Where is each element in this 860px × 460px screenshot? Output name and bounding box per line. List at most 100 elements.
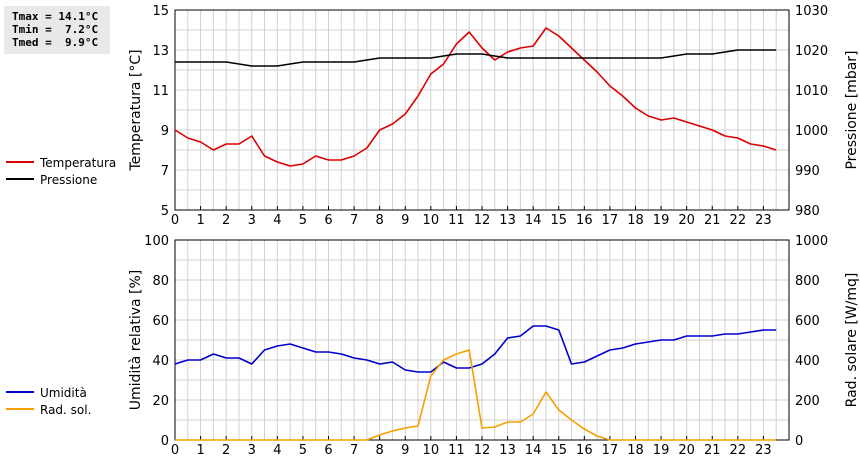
x-tick-label: 21 [704, 443, 721, 458]
series-line-pressione [175, 49, 777, 67]
x-tick-label: 4 [273, 213, 281, 228]
stat-tmax: Tmax = 14.1°C [12, 10, 99, 23]
y-tick-label-left: 40 [152, 354, 169, 369]
x-tick-label: 21 [704, 213, 721, 228]
legend-label-rad-sol: Rad. sol. [40, 403, 91, 417]
x-tick-label: 8 [376, 213, 384, 228]
series-lines [174, 325, 777, 441]
legend-label-temperatura: Temperatura [39, 156, 116, 170]
x-tick-label: 20 [678, 213, 695, 228]
y-tick-label-right: 400 [795, 354, 820, 369]
x-tick-label: 17 [602, 213, 619, 228]
x-tick-label: 3 [248, 213, 256, 228]
x-tick-label: 19 [653, 213, 670, 228]
y-tick-label-left: 100 [144, 234, 169, 249]
legend-bottom: Umidità Rad. sol. [6, 386, 91, 417]
y-tick-label-left: 11 [152, 84, 169, 99]
y-tick-label-left: 15 [152, 4, 169, 19]
x-tick-label: 9 [401, 443, 409, 458]
x-tick-label: 15 [550, 213, 567, 228]
x-tick-label: 23 [755, 443, 772, 458]
x-tick-label: 11 [448, 443, 465, 458]
y-tick-label-right: 1030 [795, 4, 828, 19]
x-tick-label: 7 [350, 443, 358, 458]
y-tick-label-left: 60 [152, 314, 169, 329]
y-tick-label-right: 200 [795, 394, 820, 409]
x-tick-label: 22 [730, 213, 747, 228]
legend-label-pressione: Pressione [40, 173, 97, 187]
y-tick-label-left: 0 [161, 434, 169, 449]
y-tick-label-right: 0 [795, 434, 803, 449]
grid [175, 240, 789, 440]
y-tick-label-left: 80 [152, 274, 169, 289]
y-tick-labels-left: 5 7 9 11 13 15 [152, 4, 169, 219]
y-tick-labels-right: 0 200 400 600 800 1000 [795, 234, 828, 449]
legend-label-umidita: Umidità [40, 386, 87, 400]
y-tick-label-right: 1000 [795, 234, 828, 249]
x-tick-label: 8 [376, 443, 384, 458]
series-line-temperatura [174, 27, 777, 167]
y-tick-label-right: 980 [795, 204, 820, 219]
x-tick-label: 11 [448, 213, 465, 228]
y-tick-labels-left: 0 20 40 60 80 100 [144, 234, 169, 449]
y-axis-label-left: Umidità relativa [%] [128, 270, 144, 411]
y-tick-label-right: 990 [795, 164, 820, 179]
x-tick-label: 0 [171, 213, 179, 228]
x-tick-label: 6 [324, 443, 332, 458]
x-tick-label: 13 [499, 443, 516, 458]
x-tick-label: 5 [299, 443, 307, 458]
x-tick-label: 16 [576, 213, 593, 228]
x-tick-label: 7 [350, 213, 358, 228]
x-tick-label: 16 [576, 443, 593, 458]
y-axis-label-right: Pressione [mbar] [844, 50, 860, 169]
x-tick-label: 20 [678, 443, 695, 458]
x-tick-label: 18 [627, 213, 644, 228]
x-tick-label: 14 [525, 443, 542, 458]
y-tick-label-right: 800 [795, 274, 820, 289]
x-tick-label: 4 [273, 443, 281, 458]
x-tick-label: 9 [401, 213, 409, 228]
x-tick-label: 12 [474, 443, 491, 458]
x-tick-label: 13 [499, 213, 516, 228]
x-tick-label: 3 [248, 443, 256, 458]
x-tick-label: 18 [627, 443, 644, 458]
y-tick-label-left: 5 [161, 204, 169, 219]
y-axis-label-left: Temperatura [°C] [128, 49, 144, 171]
x-tick-label: 6 [324, 213, 332, 228]
x-tick-label: 19 [653, 443, 670, 458]
chart-temperature-pressure: 0 1 2 3 4 5 6 7 8 9 10 11 12 13 14 15 16 17 18 19 20 21 22 23 5… [128, 4, 860, 228]
x-tick-label: 1 [196, 213, 204, 228]
x-tick-label: 1 [196, 443, 204, 458]
series-lines [174, 27, 777, 167]
series-line-rad-sol [175, 349, 777, 441]
x-tick-labels: 0 1 2 3 4 5 6 7 8 9 10 11 12 13 14 15 16 17 18 19 20 21 22 23 [171, 206, 772, 228]
legend-top: Temperatura Pressione [6, 156, 116, 187]
x-tick-label: 15 [550, 443, 567, 458]
x-tick-label: 22 [730, 443, 747, 458]
x-tick-labels: 0 1 2 3 4 5 6 7 8 9 10 11 12 13 14 15 16 17 18 19 20 21 22 23 [171, 436, 772, 458]
x-tick-label: 2 [222, 443, 230, 458]
y-tick-label-right: 1010 [795, 84, 828, 99]
x-tick-label: 10 [423, 443, 440, 458]
stat-tmed: Tmed = 9.9°C [12, 36, 99, 49]
grid [175, 10, 789, 210]
x-tick-label: 2 [222, 213, 230, 228]
series-line-umidita [174, 325, 777, 373]
x-tick-label: 5 [299, 213, 307, 228]
y-tick-labels-right: 980 990 1000 1010 1020 1030 [795, 4, 828, 219]
stats-box: Tmax = 14.1°C Tmin = 7.2°C Tmed = 9.9°C [4, 6, 110, 54]
x-tick-label: 23 [755, 213, 772, 228]
chart-humidity-radiation: 0 1 2 3 4 5 6 7 8 9 10 11 12 13 14 15 16 17 18 19 20 21 22 23 0… [128, 234, 860, 458]
y-tick-label-right: 1020 [795, 44, 828, 59]
x-tick-label: 17 [602, 443, 619, 458]
x-tick-label: 12 [474, 213, 491, 228]
x-tick-label: 10 [423, 213, 440, 228]
x-tick-label: 0 [171, 443, 179, 458]
y-tick-label-left: 9 [161, 124, 169, 139]
y-tick-label-left: 13 [152, 44, 169, 59]
stat-tmin: Tmin = 7.2°C [12, 23, 99, 36]
y-tick-label-left: 7 [161, 164, 169, 179]
y-tick-label-right: 600 [795, 314, 820, 329]
y-axis-label-right: Rad. solare [W/mq] [844, 273, 860, 408]
